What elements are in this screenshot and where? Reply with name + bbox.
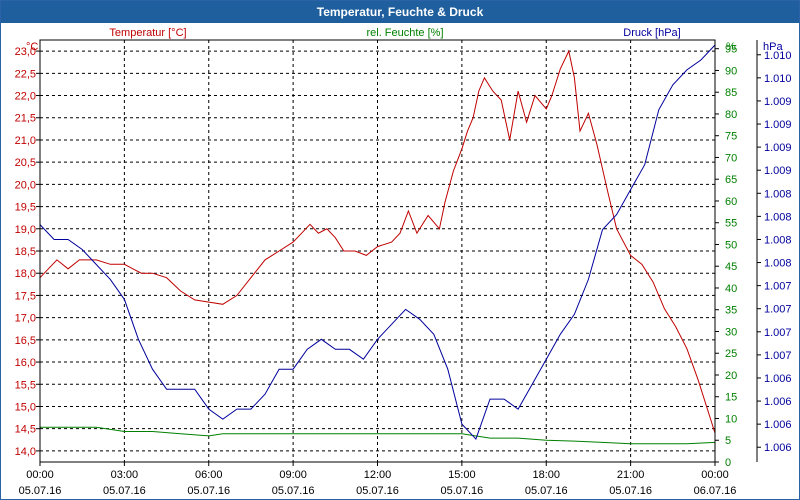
series-lines [39,44,716,445]
window-title: Temperatur, Feuchte & Druck [1,1,799,23]
plot-frame [39,39,716,463]
temperature-tick-label: 19,0 [15,224,36,236]
humidity-tick-label: 5 [725,435,731,447]
temperature-unit-label: °C [26,41,38,53]
humidity-unit-label: % [726,41,736,53]
x-tick-time-label: 00:00 [701,469,729,481]
humidity-tick-label: 15 [725,392,737,404]
x-tick-time-label: 15:00 [448,469,476,481]
temperature-tick-label: 14,5 [15,424,36,436]
temperature-tick-label: 17,0 [15,313,36,325]
pressure-tick-label: 1.009 [764,165,792,177]
pressure-tick-label: 1.009 [764,96,792,108]
pressure-series-line [39,44,716,441]
humidity-tick-label: 85 [725,87,737,99]
humidity-tick-label: 50 [725,239,737,251]
humidity-tick-label: 60 [725,196,737,208]
temperature-tick-label: 23,0 [15,46,36,58]
x-tick-time-label: 00:00 [26,469,54,481]
x-tick-time-label: 12:00 [364,469,392,481]
humidity-tick-label: 65 [725,174,737,186]
humidity-tick-label: 25 [725,348,737,360]
temperature-tick-label: 20,0 [15,179,36,191]
x-tick-date-label: 05.07.16 [19,485,62,497]
temperature-tick-label: 15,5 [15,379,36,391]
humidity-tick-label: 35 [725,305,737,317]
grid-lines [40,40,715,462]
temperature-tick-label: 18,0 [15,268,36,280]
temperature-tick-label: 22,0 [15,91,36,103]
x-tick-date-label: 05.07.16 [609,485,652,497]
pressure-axis-header: Druck [hPa] [623,27,680,39]
pressure-tick-label: 1.010 [764,73,792,85]
x-tick-date-label: 05.07.16 [272,485,315,497]
humidity-tick-label: 70 [725,152,737,164]
x-tick-date-label: 05.07.16 [356,485,399,497]
temperature-series-line [39,49,716,434]
x-tick-date-label: 05.07.16 [525,485,568,497]
temperature-tick-label: 14,0 [15,446,36,458]
temperature-tick-label: 21,5 [15,113,36,125]
x-tick-date-label: 05.07.16 [103,485,146,497]
pressure-tick-label: 1.007 [764,350,792,362]
pressure-tick-label: 1.008 [764,234,792,246]
x-tick-time-label: 21:00 [617,469,645,481]
x-tick-time-label: 18:00 [532,469,560,481]
humidity-tick-label: 30 [725,326,737,338]
humidity-tick-label: 45 [725,261,737,273]
axis-ticks: 14,0 14,5 15,0 15,5 16,0 16,5 17,0 17,5 18,0 18,5… [15,40,792,497]
x-tick-time-label: 03:00 [111,469,139,481]
humidity-tick-label: 80 [725,109,737,121]
pressure-tick-label: 1.007 [764,304,792,316]
humidity-tick-label: 40 [725,283,737,295]
humidity-tick-label: 75 [725,131,737,143]
x-tick-date-label: 05.07.16 [440,485,483,497]
pressure-tick-label: 1.008 [764,258,792,270]
pressure-tick-label: 1.009 [764,119,792,131]
temperature-tick-label: 15,0 [15,401,36,413]
temperature-axis-header: Temperatur [°C] [109,27,186,39]
temperature-tick-label: 21,0 [15,135,36,147]
humidity-tick-label: 0 [725,457,731,469]
humidity-tick-label: 10 [725,413,737,425]
temperature-tick-label: 16,0 [15,357,36,369]
humidity-axis-header: rel. Feuchte [%] [366,27,443,39]
x-tick-date-label: 05.07.16 [187,485,230,497]
humidity-series-line [40,426,716,445]
temperature-tick-label: 22,5 [15,68,36,80]
pressure-tick-label: 1.007 [764,327,792,339]
pressure-tick-label: 1.008 [764,211,792,223]
pressure-tick-label: 1.006 [764,396,792,408]
pressure-tick-label: 1.006 [764,442,792,454]
pressure-tick-label: 1.010 [764,50,792,62]
pressure-tick-label: 1.007 [764,281,792,293]
humidity-tick-label: 20 [725,370,737,382]
temperature-tick-label: 16,5 [15,335,36,347]
pressure-tick-label: 1.006 [764,419,792,431]
pressure-tick-label: 1.008 [764,188,792,200]
humidity-tick-label: 95 [725,44,737,56]
pressure-tick-label: 1.009 [764,142,792,154]
x-tick-time-label: 09:00 [279,469,307,481]
pressure-tick-label: 1.006 [764,373,792,385]
temperature-tick-label: 18,5 [15,246,36,258]
temperature-tick-label: 20,5 [15,157,36,169]
temperature-tick-label: 19,5 [15,202,36,214]
pressure-unit-label: hPa [763,41,783,53]
x-tick-time-label: 06:00 [195,469,223,481]
humidity-tick-label: 55 [725,218,737,230]
temperature-tick-label: 17,5 [15,290,36,302]
humidity-tick-label: 90 [725,65,737,77]
x-tick-date-label: 06.07.16 [694,485,737,497]
